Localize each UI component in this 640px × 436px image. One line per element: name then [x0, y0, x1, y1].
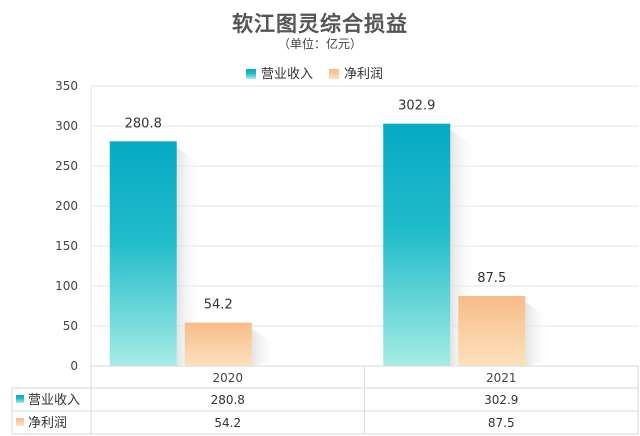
table-cell: 280.8 — [211, 393, 245, 407]
y-tick-label: 100 — [55, 279, 78, 293]
y-tick-label: 50 — [63, 319, 78, 333]
bar-shadow — [251, 328, 278, 366]
data-label: 54.2 — [204, 298, 233, 313]
table-legend-swatch — [16, 418, 24, 426]
data-label: 280.8 — [125, 116, 162, 131]
x-tick-label: 2021 — [486, 371, 517, 385]
legend-label: 净利润 — [344, 67, 383, 82]
y-tick-label: 350 — [55, 79, 78, 93]
table-cell: 87.5 — [488, 416, 515, 430]
data-label: 87.5 — [477, 271, 506, 286]
bar-0-1 — [383, 123, 451, 367]
legend-swatch — [329, 69, 339, 79]
table-cell: 54.2 — [214, 416, 241, 430]
chart-subtitle: （单位：亿元） — [277, 37, 362, 51]
y-tick-label: 300 — [55, 119, 78, 133]
bar-shadow — [176, 147, 203, 366]
bar-0-0 — [109, 141, 177, 366]
bar-1-1 — [458, 296, 526, 366]
y-tick-label: 150 — [55, 239, 78, 253]
bar-shadow — [525, 302, 552, 366]
y-tick-label: 200 — [55, 199, 78, 213]
data-label: 302.9 — [398, 99, 435, 114]
legend-swatch — [246, 69, 256, 79]
y-tick-label: 0 — [70, 359, 78, 373]
y-tick-label: 250 — [55, 159, 78, 173]
bar-1-0 — [184, 322, 252, 366]
chart-title: 软江图灵综合损益 — [232, 12, 408, 36]
table-series-label: 净利润 — [28, 416, 67, 431]
table-series-label: 营业收入 — [28, 393, 80, 408]
table-legend-swatch — [16, 395, 24, 403]
table-cell: 302.9 — [484, 393, 518, 407]
legend-label: 营业收入 — [261, 67, 313, 82]
x-tick-label: 2020 — [212, 371, 243, 385]
